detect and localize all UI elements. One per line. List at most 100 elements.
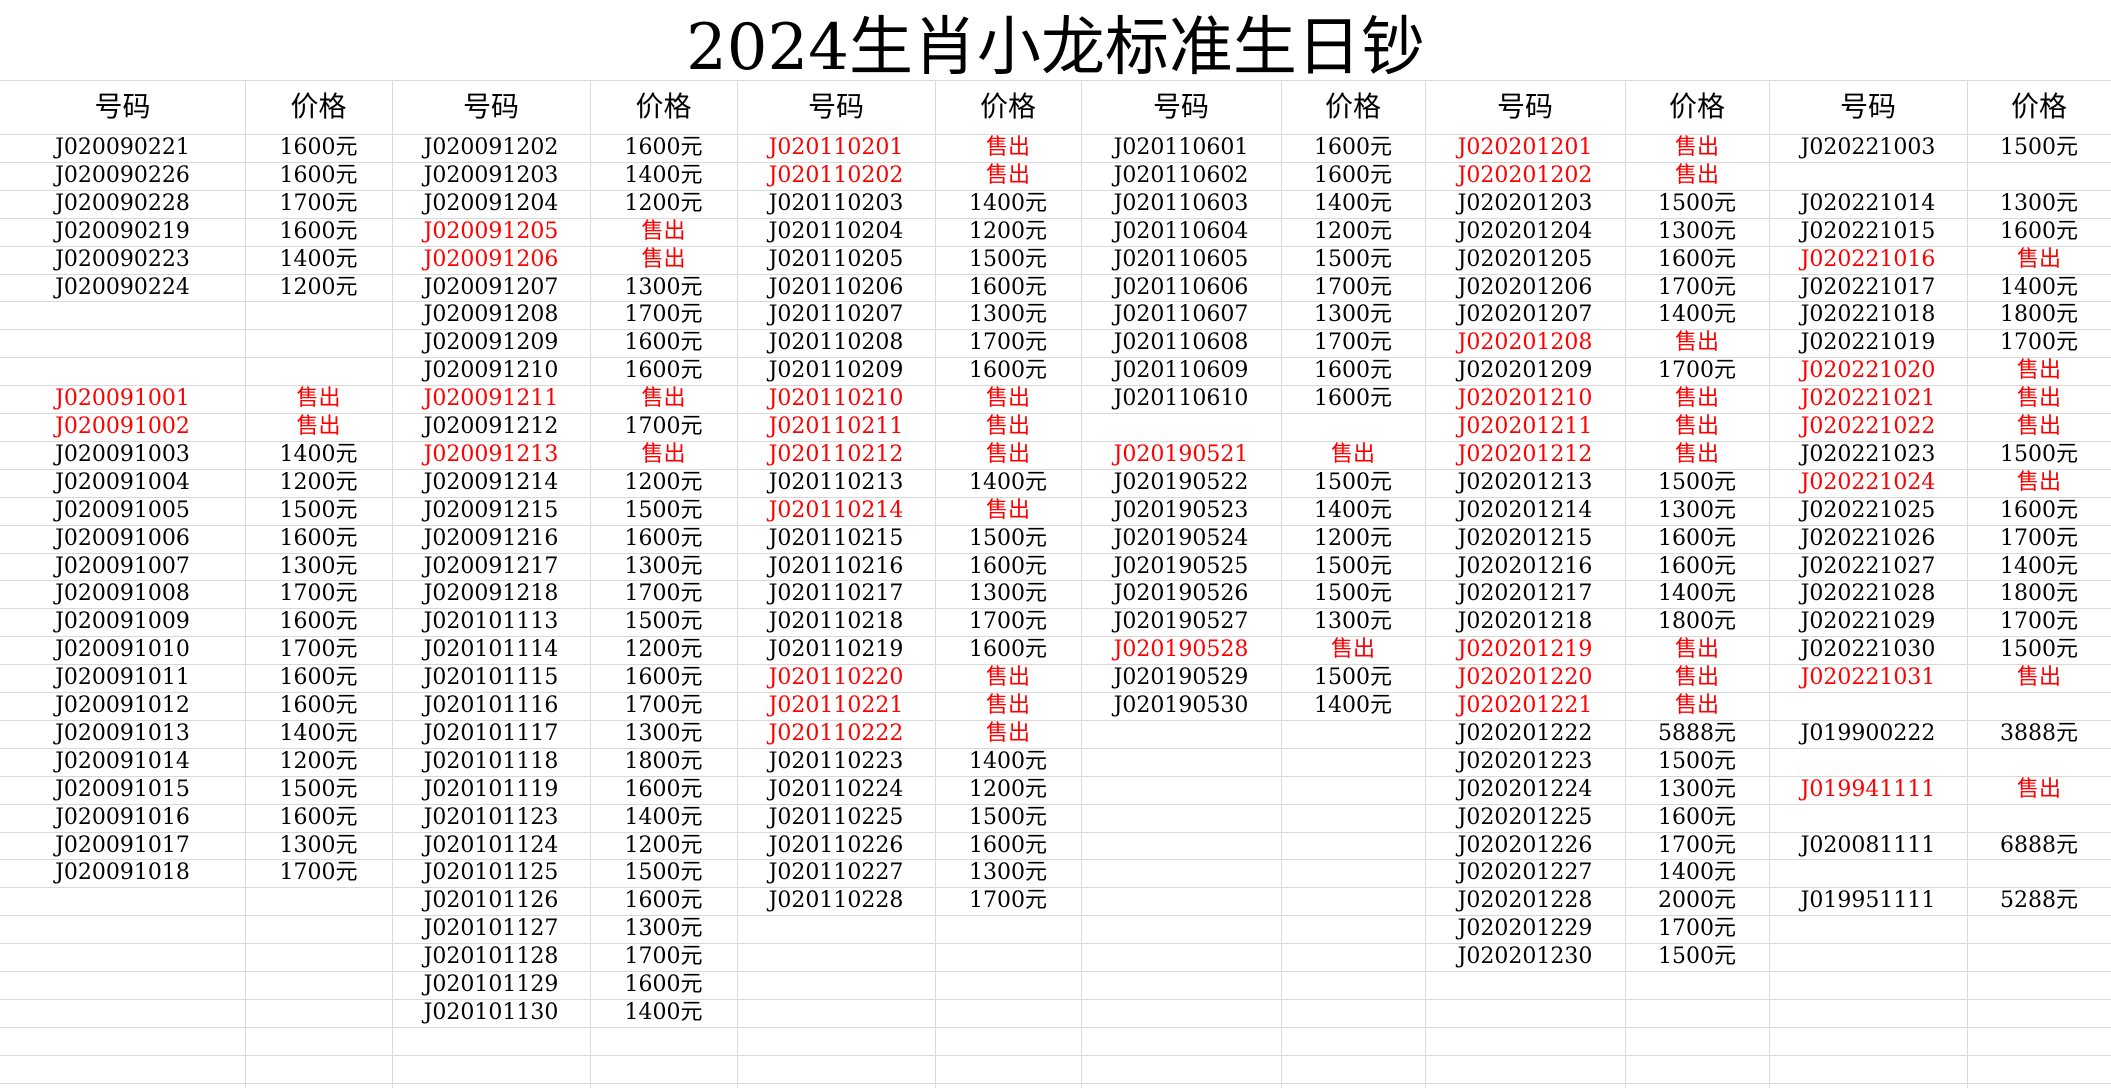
row-divider <box>0 692 2111 693</box>
sold-status: 售出 <box>296 386 341 412</box>
header-code: 号码 <box>94 90 151 123</box>
banknote-serial: J020110207 <box>768 302 904 328</box>
price-value: 1400元 <box>1314 190 1392 216</box>
price-value: 1300元 <box>969 581 1047 607</box>
banknote-serial: J020201221 <box>1457 693 1593 718</box>
banknote-serial: J020101127 <box>423 916 559 942</box>
banknote-serial: J020081111 <box>1800 832 1936 858</box>
banknote-serial: J019951111 <box>1800 888 1936 914</box>
banknote-serial: J020110221 <box>768 693 904 718</box>
banknote-serial: J020090226 <box>55 162 190 188</box>
price-value: 1700元 <box>1658 916 1736 942</box>
banknote-serial: J020201217 <box>1457 581 1593 607</box>
row-divider <box>0 162 2111 163</box>
sold-status: 售出 <box>1674 441 1719 467</box>
price-value: 5888元 <box>1658 720 1736 746</box>
banknote-serial: J020101123 <box>423 804 559 830</box>
banknote-serial: J020101118 <box>423 748 559 774</box>
header-price: 价格 <box>2010 90 2067 123</box>
price-value: 1700元 <box>1314 274 1392 300</box>
row-divider <box>0 1027 2111 1028</box>
price-value: 1500元 <box>969 804 1047 830</box>
price-value: 1700元 <box>2000 330 2078 356</box>
price-value: 1200元 <box>279 274 358 300</box>
row-divider <box>0 329 2111 330</box>
price-value: 1400元 <box>1658 860 1736 886</box>
price-value: 1600元 <box>969 358 1047 384</box>
banknote-serial: J020090224 <box>55 274 190 300</box>
price-value: 1200元 <box>624 832 703 858</box>
price-value: 1600元 <box>969 274 1047 300</box>
banknote-serial: J020110226 <box>768 832 904 858</box>
banknote-serial: J020091215 <box>423 497 559 523</box>
price-value: 1600元 <box>624 665 703 691</box>
row-divider <box>0 832 2111 833</box>
header-price: 价格 <box>979 90 1036 123</box>
price-value: 1700元 <box>279 190 358 216</box>
row-divider <box>0 776 2111 777</box>
price-value: 1600元 <box>2000 218 2078 244</box>
banknote-serial: J020221031 <box>1800 665 1936 691</box>
price-value: 1600元 <box>624 888 703 914</box>
banknote-serial: J020110214 <box>768 497 904 523</box>
price-value: 1700元 <box>1658 832 1736 858</box>
banknote-serial: J020110203 <box>768 190 904 216</box>
banknote-serial: J020091008 <box>55 581 190 607</box>
banknote-serial: J020091203 <box>423 162 559 188</box>
price-value: 1700元 <box>2000 609 2078 635</box>
price-value: 1700元 <box>969 330 1047 356</box>
sold-status: 售出 <box>985 665 1030 691</box>
header-price: 价格 <box>290 90 347 123</box>
banknote-serial: J020201228 <box>1457 888 1593 914</box>
banknote-serial: J020190522 <box>1113 469 1249 495</box>
banknote-serial: J020091016 <box>55 804 190 830</box>
price-value: 1300元 <box>1658 497 1736 523</box>
banknote-serial: J020201205 <box>1457 246 1593 272</box>
sold-status: 售出 <box>1674 637 1719 663</box>
banknote-serial: J020190530 <box>1113 693 1249 718</box>
row-divider <box>0 190 2111 191</box>
price-value: 5288元 <box>2000 888 2078 914</box>
row-divider <box>0 720 2111 721</box>
header-code: 号码 <box>1839 90 1896 123</box>
banknote-serial: J020201223 <box>1457 748 1593 774</box>
banknote-serial: J020201222 <box>1457 720 1593 746</box>
banknote-serial: J020101113 <box>423 609 559 635</box>
sold-status: 售出 <box>985 720 1030 746</box>
banknote-serial: J020091007 <box>55 553 190 579</box>
banknote-serial: J020221014 <box>1800 190 1936 216</box>
price-value: 1700元 <box>969 609 1047 635</box>
column-divider <box>1281 80 1282 1088</box>
price-value: 1400元 <box>279 441 358 467</box>
price-value: 1500元 <box>1314 581 1392 607</box>
banknote-serial: J020091004 <box>55 469 190 495</box>
price-value: 1500元 <box>624 860 703 886</box>
banknote-serial: J020201208 <box>1457 330 1593 356</box>
price-value: 1300元 <box>624 720 703 746</box>
price-value: 1400元 <box>2000 553 2078 579</box>
banknote-serial: J020190529 <box>1113 665 1249 691</box>
banknote-serial: J020201216 <box>1457 553 1593 579</box>
banknote-serial: J020221015 <box>1800 218 1936 244</box>
price-value: 1400元 <box>1314 693 1392 718</box>
banknote-serial: J020110225 <box>768 804 904 830</box>
banknote-serial: J020221028 <box>1800 581 1936 607</box>
row-divider <box>0 301 2111 302</box>
banknote-serial: J020221021 <box>1800 386 1936 412</box>
price-value: 1600元 <box>1314 135 1392 160</box>
sold-status: 售出 <box>985 693 1030 718</box>
sold-status: 售出 <box>641 386 686 412</box>
sold-status: 售出 <box>985 162 1030 188</box>
banknote-serial: J020110208 <box>768 330 904 356</box>
banknote-serial: J020110216 <box>768 553 904 579</box>
price-value: 2000元 <box>1658 888 1736 914</box>
banknote-serial: J020110217 <box>768 581 904 607</box>
price-value: 1600元 <box>969 637 1047 663</box>
price-value: 1800元 <box>624 748 703 774</box>
sold-status: 售出 <box>1674 386 1719 412</box>
row-divider <box>0 385 2111 386</box>
row-divider <box>0 413 2111 414</box>
price-value: 1500元 <box>624 609 703 635</box>
price-value: 1500元 <box>1314 246 1392 272</box>
row-divider <box>0 1083 2111 1084</box>
